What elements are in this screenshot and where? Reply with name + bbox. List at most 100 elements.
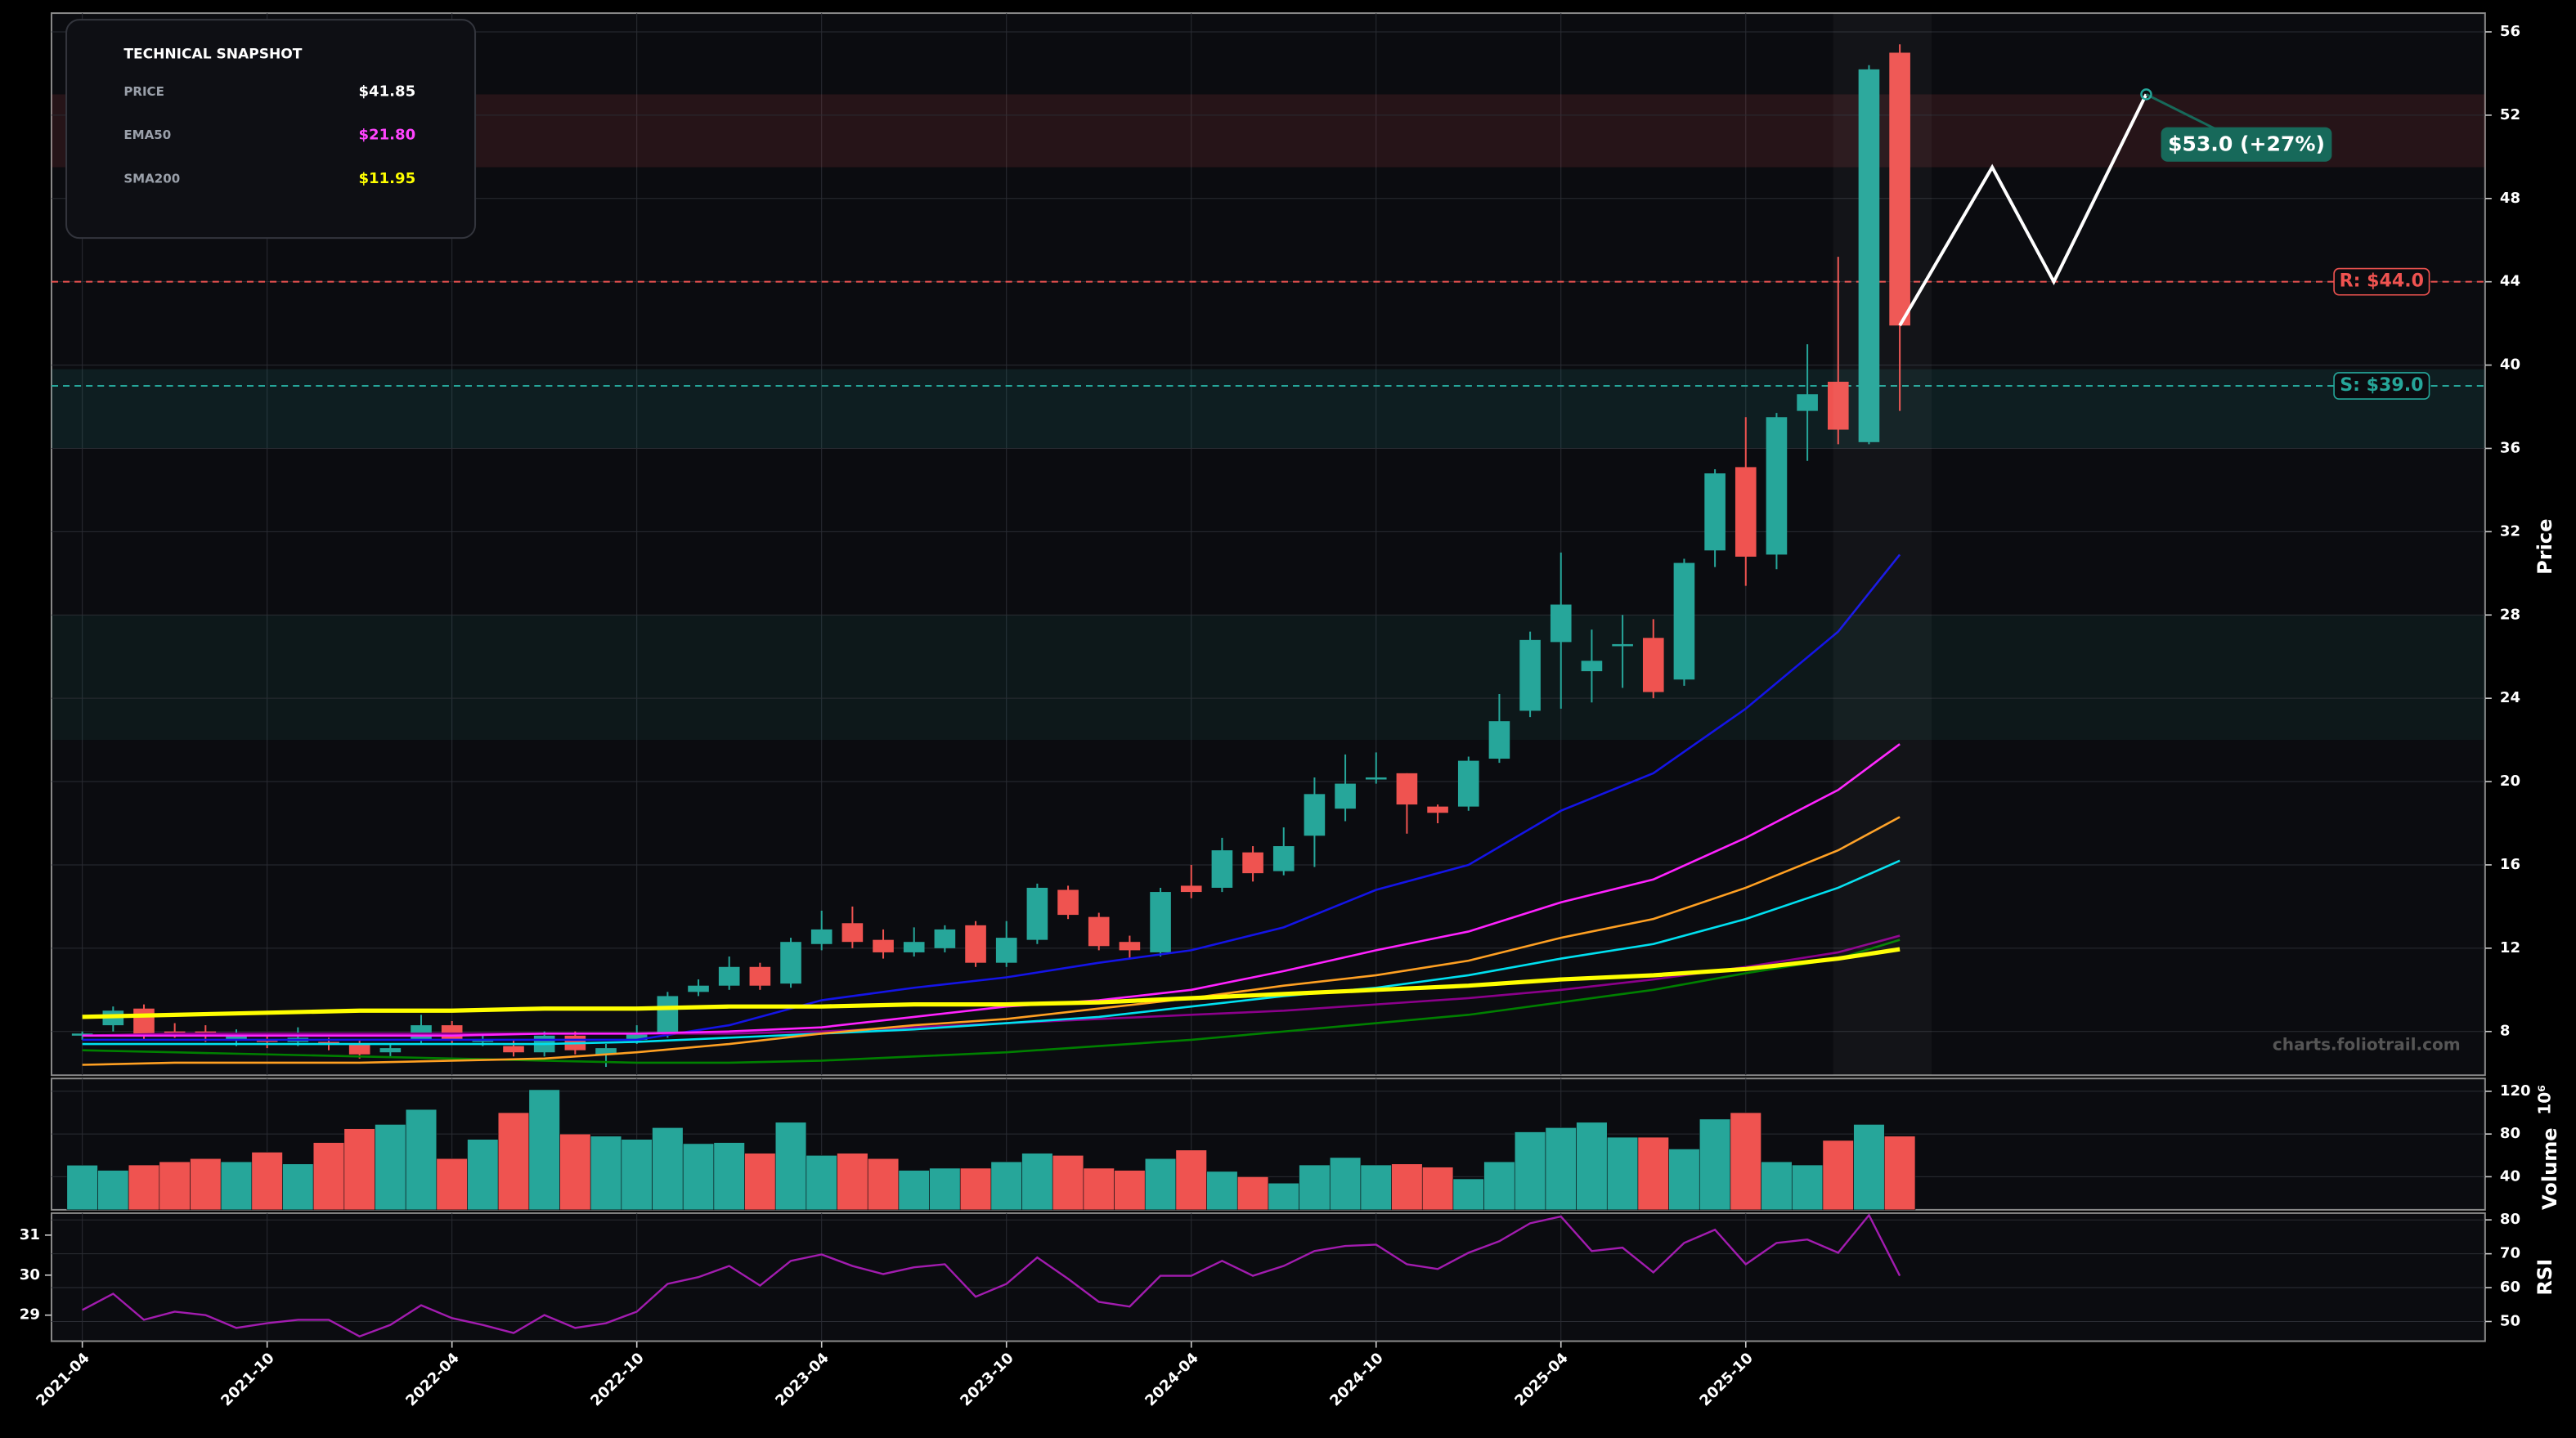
volume-bar — [1606, 1136, 1639, 1211]
projection-line — [1898, 93, 2148, 327]
volume-bar — [1637, 1136, 1669, 1211]
snapshot-box — [65, 19, 477, 240]
snapshot-label: EMA50 — [123, 128, 171, 142]
volume-bar — [1791, 1164, 1824, 1211]
volume-bar — [467, 1139, 499, 1211]
volume-bar — [1730, 1112, 1761, 1211]
volume-bar — [1083, 1167, 1115, 1211]
candle-body — [1180, 885, 1202, 893]
y-tick-label: 50 — [2500, 1312, 2520, 1329]
volume-bar — [282, 1163, 314, 1211]
y-tick-label: 24 — [2500, 689, 2520, 706]
candle-body — [873, 939, 894, 952]
snapshot-label: PRICE — [123, 84, 164, 99]
candle-body — [810, 929, 832, 944]
candle-body — [1488, 721, 1510, 759]
candle-body — [1889, 52, 1910, 326]
volume-bar — [1699, 1118, 1731, 1211]
volume-bar — [590, 1136, 622, 1211]
volume-bar — [713, 1142, 745, 1211]
volume-bar — [1391, 1163, 1423, 1211]
snapshot-value: $21.80 — [358, 127, 415, 144]
candle-body — [1242, 852, 1263, 874]
candle-body — [1427, 806, 1448, 813]
volume-bar — [1822, 1140, 1854, 1211]
candle-body — [1766, 417, 1788, 555]
candle-body — [1150, 892, 1171, 952]
rsi-panel — [50, 1212, 2486, 1342]
y-tick-label: 48 — [2500, 190, 2520, 207]
volume-bar — [1114, 1170, 1146, 1211]
volume-bar — [528, 1089, 560, 1211]
volume-bar — [1668, 1149, 1700, 1211]
snapshot-label: SMA200 — [123, 171, 180, 186]
y-tick-label: 28 — [2500, 606, 2520, 623]
candle-body — [379, 1048, 402, 1053]
moving-average-line — [82, 947, 1901, 1019]
candle-body — [1519, 639, 1541, 711]
volume-bar — [66, 1164, 98, 1211]
candle-body — [133, 1008, 155, 1036]
candle-body — [995, 938, 1017, 963]
y-tick-label: 8 — [2500, 1023, 2511, 1040]
candle-body — [1642, 638, 1664, 692]
volume-bar — [898, 1170, 930, 1211]
overlay-layer: R: $44.0 S: $39.0 $53.0 (+27%) PRICE $41.85 E… — [123, 83, 2430, 400]
volume-bar — [621, 1139, 653, 1211]
watermark: charts.foliotrail.com — [2273, 1035, 2461, 1055]
candle-body — [1304, 794, 1326, 836]
y-tick-label: 80 — [2500, 1211, 2520, 1228]
volume-bar — [97, 1170, 129, 1211]
y-tick-label: 60 — [2500, 1279, 2520, 1296]
y-tick-label: 80 — [2500, 1125, 2520, 1142]
volume-bar — [436, 1158, 468, 1211]
y-tick-label: 12 — [2500, 939, 2520, 956]
volume-bar — [1514, 1131, 1546, 1211]
volume-bar — [343, 1128, 375, 1211]
candle-body — [1735, 467, 1757, 557]
volume-bar — [1236, 1176, 1269, 1211]
candle-body — [1119, 942, 1141, 951]
volume-bar — [929, 1167, 961, 1211]
y-tick-label: 36 — [2500, 439, 2520, 456]
zone — [51, 369, 2485, 449]
candle-body — [626, 1033, 648, 1040]
volume-bar — [990, 1161, 1022, 1211]
target-label: $53.0 (+27%) — [2168, 132, 2325, 156]
volume-bar — [497, 1112, 530, 1211]
volume-bar — [1052, 1154, 1084, 1211]
candle-body — [1797, 394, 1818, 411]
candle-body — [1704, 473, 1726, 551]
volume-bar — [1576, 1122, 1608, 1211]
candle-body — [1335, 783, 1356, 809]
volume-bar — [1545, 1127, 1577, 1211]
rsi-line — [82, 1213, 1901, 1338]
level-label-box — [2333, 267, 2430, 296]
y-axis-label: Price — [2533, 518, 2556, 574]
candle-body — [1673, 562, 1695, 680]
moving-average-line — [82, 939, 1901, 1064]
volume-bar — [1483, 1161, 1515, 1211]
volume-bar — [1883, 1136, 1916, 1211]
y-tick-label: 29 — [20, 1306, 40, 1324]
volume-bar — [405, 1109, 438, 1211]
volume-bar — [312, 1142, 345, 1211]
volume-bar — [1761, 1161, 1793, 1211]
plot-layer: 2021-04 2021-10 2022-04 2022-10 2023-04 2023-… — [20, 13, 2531, 1409]
volume-bar — [220, 1161, 253, 1211]
y-tick-label: 16 — [2500, 856, 2520, 873]
volume-bar — [1421, 1167, 1454, 1211]
y-tick-label: 40 — [2500, 1167, 2520, 1185]
candle-body — [1057, 889, 1079, 916]
highlight-band — [1833, 13, 1932, 1075]
candle-body — [657, 996, 679, 1034]
candle-body — [1612, 643, 1633, 647]
volume-bar — [559, 1133, 591, 1211]
candle-body — [1396, 773, 1418, 805]
volume-bar — [806, 1154, 837, 1211]
volume-bar — [251, 1152, 283, 1211]
volume-bar — [375, 1124, 406, 1211]
volume-bar — [1144, 1158, 1177, 1211]
